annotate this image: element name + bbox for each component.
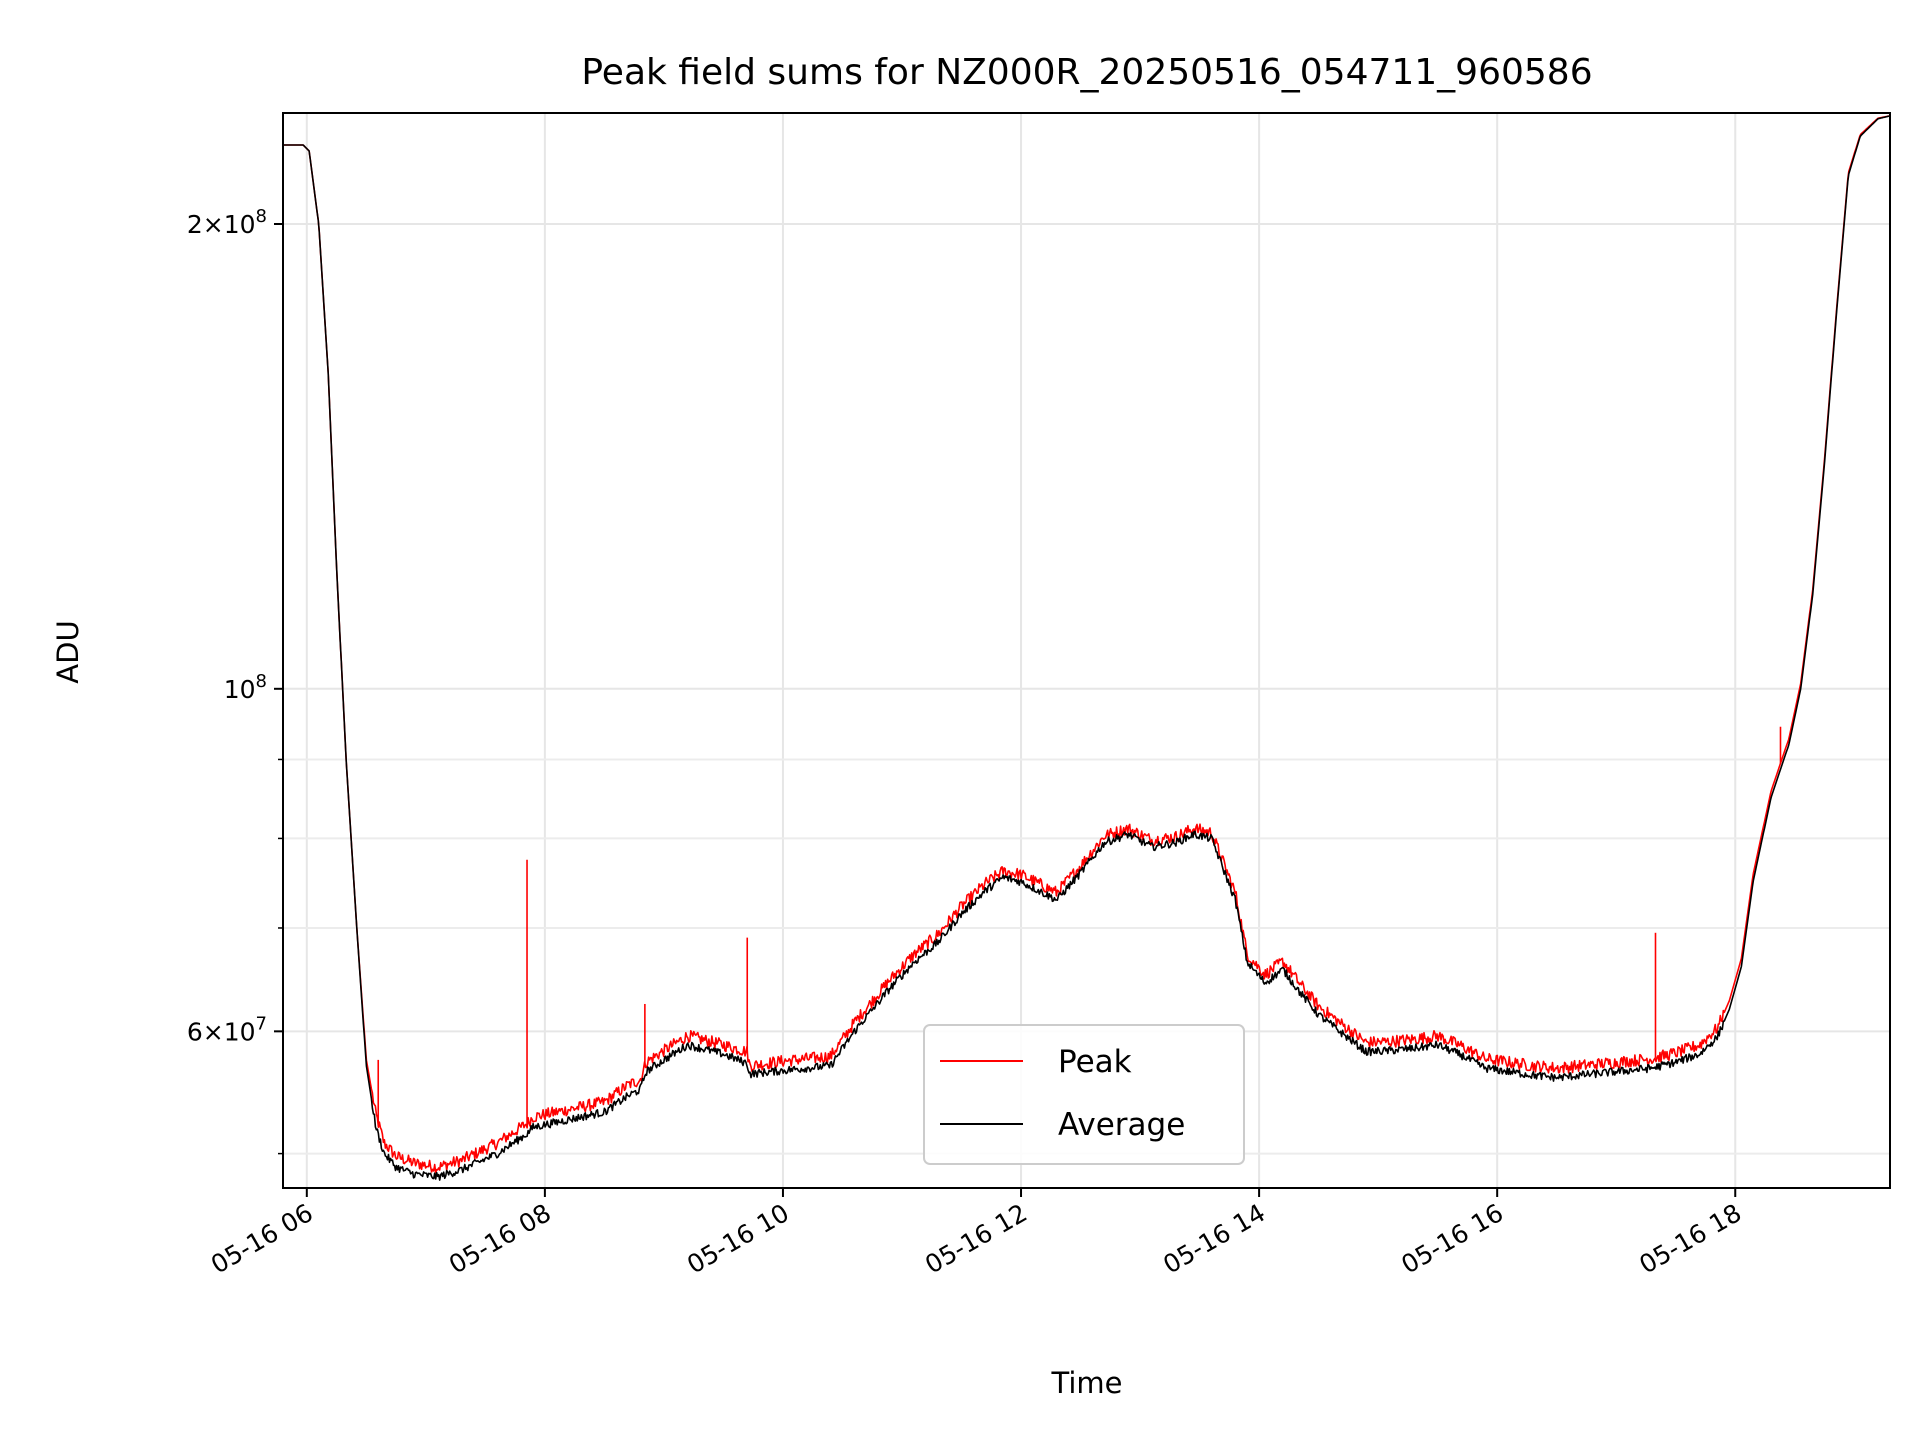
legend-frame	[923, 1024, 1245, 1165]
series-line-peak	[283, 115, 1890, 1174]
legend-label-average: Average	[1058, 1107, 1185, 1143]
legend-label-peak: Peak	[1058, 1044, 1132, 1080]
y-tick-label: 108	[224, 671, 267, 704]
chart-title: Peak field sums for NZ000R_20250516_0547…	[581, 52, 1592, 93]
y-axis-label: ADU	[51, 620, 85, 683]
y-tick-label: 2×108	[187, 206, 267, 239]
legend: Peak Average	[923, 1024, 1245, 1165]
x-axis-label: Time	[1051, 1366, 1123, 1400]
series-line-average	[283, 115, 1890, 1181]
y-tick-label: 6×107	[187, 1013, 267, 1046]
plot-frame	[282, 112, 1891, 1189]
series-layer	[283, 115, 1890, 1181]
